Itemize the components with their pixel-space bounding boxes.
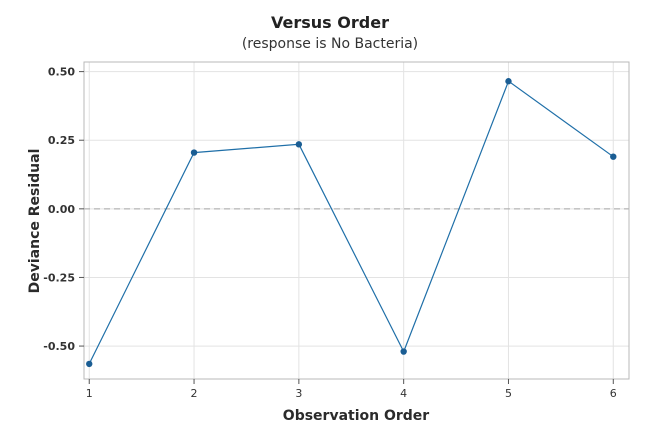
y-tick-label: 0.00 (48, 203, 75, 216)
x-tick-label: 3 (295, 387, 302, 400)
x-tick-label: 1 (86, 387, 93, 400)
y-tick-label: 0.25 (48, 134, 75, 147)
x-tick-label: 4 (400, 387, 407, 400)
x-axis-label: Observation Order (283, 408, 430, 424)
data-point (610, 153, 617, 160)
data-point (400, 348, 407, 355)
data-point (190, 149, 198, 156)
y-axis-label: Deviance Residual (27, 149, 43, 294)
plot-frame (83, 61, 630, 380)
chart-title: Versus Order (271, 13, 389, 32)
chart-subtitle: (response is No Bacteria) (242, 36, 418, 52)
x-tick-label: 2 (191, 387, 198, 400)
x-tick-label: 6 (610, 387, 617, 400)
data-point (86, 360, 93, 368)
series-line (88, 80, 614, 365)
data-point (505, 78, 512, 85)
x-tick-label: 5 (505, 387, 512, 400)
y-tick-label: 0.50 (48, 66, 75, 79)
plot-area: -0.50 -0.25 0.00 0.25 0.50 1 2 3 4 5 6 (43, 61, 630, 400)
y-tick-label: -0.25 (43, 271, 75, 284)
data-point (295, 141, 303, 148)
y-tick-label: -0.50 (43, 340, 75, 353)
